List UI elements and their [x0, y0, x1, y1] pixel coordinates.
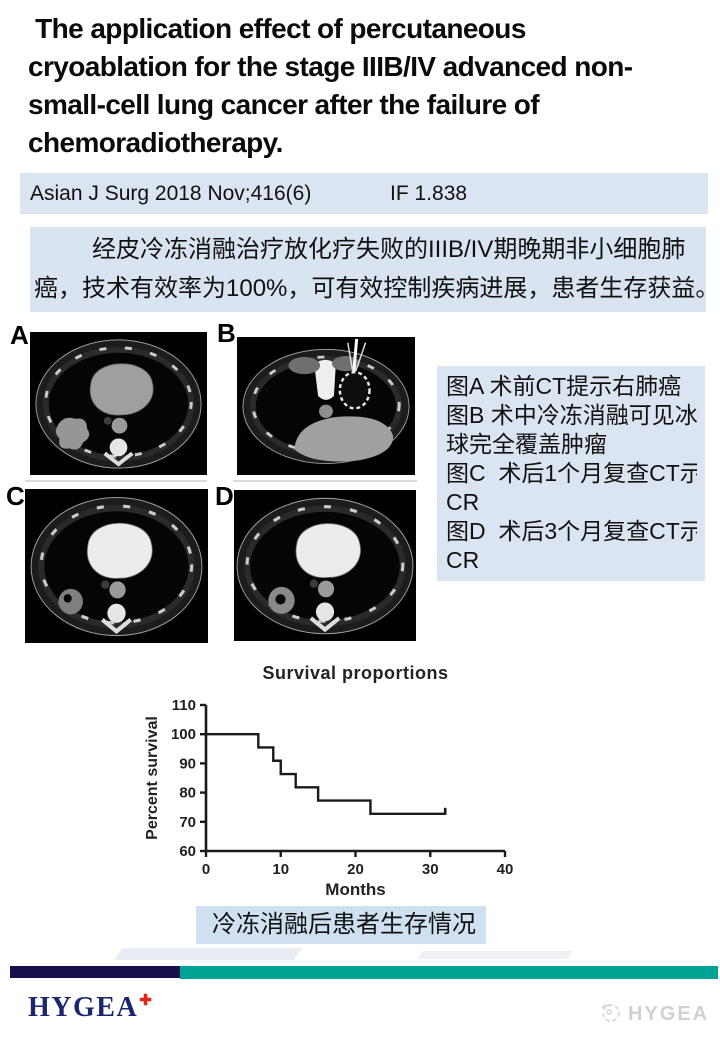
watermark-stamp-icon: [598, 1000, 622, 1029]
note-line: 图A 术前CT提示右肺癌: [446, 373, 682, 399]
title-line: small-cell lung cancer after the failure…: [28, 89, 540, 120]
ct-scan-c: [25, 489, 208, 643]
hygea-logo: HYGEA✚: [28, 992, 152, 1024]
journal-bar: Asian J Surg 2018 Nov;416(6) IF 1.838: [20, 173, 708, 214]
ct-scan-d: [234, 490, 416, 641]
ct-scan-a: [30, 332, 207, 475]
chart-caption: 冷冻消融后患者生存情况: [212, 911, 476, 938]
figure-notes-box: 图A 术前CT提示右肺癌 图B 术中冷冻消融可见冰 球完全覆盖肿瘤 图C 术后1…: [437, 366, 705, 581]
note-line: CR: [446, 547, 480, 573]
title-line: The application effect of percutaneous: [28, 13, 526, 44]
svg-text:60: 60: [179, 843, 196, 860]
watermark-text: HYGEA: [628, 1003, 710, 1025]
svg-text:Months: Months: [325, 880, 385, 899]
svg-text:0: 0: [202, 861, 210, 878]
svg-text:100: 100: [171, 726, 196, 743]
impact-factor: IF 1.838: [390, 182, 468, 205]
footer-navy-bar: [10, 966, 180, 978]
ct-label-d: D: [215, 481, 234, 511]
summary-box: 经皮冷冻消融治疗放化疗失败的IIIB/IV期晚期非小细胞肺 癌，技术有效率为10…: [30, 227, 706, 312]
logo-plus-icon: ✚: [139, 993, 152, 1009]
chart-caption-box: 冷冻消融后患者生存情况: [196, 906, 486, 944]
summary-line: 经皮冷冻消融治疗放化疗失败的IIIB/IV期晚期非小细胞肺: [92, 236, 686, 263]
title-line: cryoablation for the stage IIIB/IV advan…: [28, 51, 633, 82]
svg-text:Percent survival: Percent survival: [144, 716, 161, 840]
footer-decoration: [417, 951, 573, 959]
ct-label-b: B: [217, 318, 236, 348]
note-line: 图D 术后3个月复查CT示: [446, 518, 697, 544]
title-line: chemoradiotherapy.: [28, 127, 283, 158]
ct-label-c: C: [6, 481, 25, 511]
note-line: 球完全覆盖肿瘤: [446, 431, 607, 457]
svg-text:110: 110: [172, 697, 196, 714]
svg-text:40: 40: [497, 861, 514, 878]
survival-chart-svg: 60 70 80 90 100 110 0 10 20 30 40 Survival proporti…: [144, 663, 514, 899]
note-line: 图C 术后1个月复查CT示: [446, 460, 697, 486]
footer-teal-bar: [180, 966, 718, 979]
svg-text:Survival proportions: Survival proportions: [262, 663, 448, 683]
svg-text:90: 90: [179, 755, 196, 772]
ct-label-a: A: [10, 320, 29, 350]
summary-line: 癌，技术有效率为100%，可有效控制疾病进展，患者生存获益。: [34, 275, 706, 302]
journal-reference: Asian J Surg 2018 Nov;416(6): [30, 182, 312, 205]
note-line: 图B 术中冷冻消融可见冰: [446, 402, 697, 428]
ct-scan-b: [237, 337, 415, 475]
figure-divider: [25, 480, 207, 482]
slide-title: The application effect of percutaneous c…: [28, 10, 714, 162]
figure-divider: [233, 480, 417, 482]
survival-chart: 60 70 80 90 100 110 0 10 20 30 40 Survival proporti…: [135, 655, 545, 900]
svg-text:20: 20: [347, 861, 364, 878]
hygea-logo-text: HYGEA: [28, 992, 139, 1023]
svg-text:10: 10: [272, 861, 289, 878]
svg-text:80: 80: [179, 785, 196, 802]
watermark: HYGEA: [598, 1000, 709, 1029]
footer-decoration: [113, 948, 303, 960]
svg-text:30: 30: [422, 861, 439, 878]
note-line: CR: [446, 489, 480, 515]
svg-text:70: 70: [179, 814, 196, 831]
